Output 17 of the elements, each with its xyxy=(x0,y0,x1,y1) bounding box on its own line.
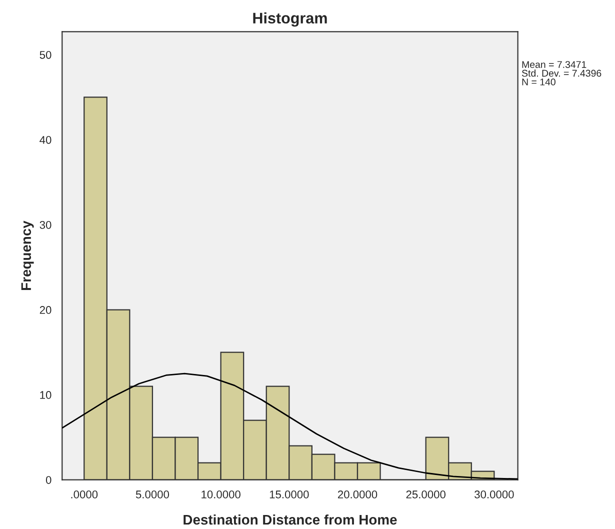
x-axis-title: Destination Distance from Home xyxy=(184,514,397,525)
x-tick-label: 5.0000 xyxy=(136,490,170,498)
y-tick-label: 30 xyxy=(40,221,52,229)
x-tick-label: 30.0000 xyxy=(474,490,514,498)
x-tick-label: .0000 xyxy=(71,490,98,498)
x-tick-label: 20.0000 xyxy=(338,490,378,498)
y-tick-label: 50 xyxy=(40,50,52,59)
y-tick-label: 40 xyxy=(40,136,52,144)
y-tick-label: 0 xyxy=(46,476,52,484)
x-tick-label: 15.0000 xyxy=(270,490,309,498)
x-tick-label: 10.0000 xyxy=(202,490,240,498)
y-tick-label: 10 xyxy=(40,391,52,399)
x-tick-label: 25.0000 xyxy=(406,490,446,498)
text: Mean = 7.3471 Std. Dev. = 7.4396 N = 140 xyxy=(522,61,602,86)
chart-title: Histogram xyxy=(253,12,327,27)
y-tick-label: 20 xyxy=(40,306,52,314)
y-axis-title: Frequency xyxy=(21,220,34,290)
